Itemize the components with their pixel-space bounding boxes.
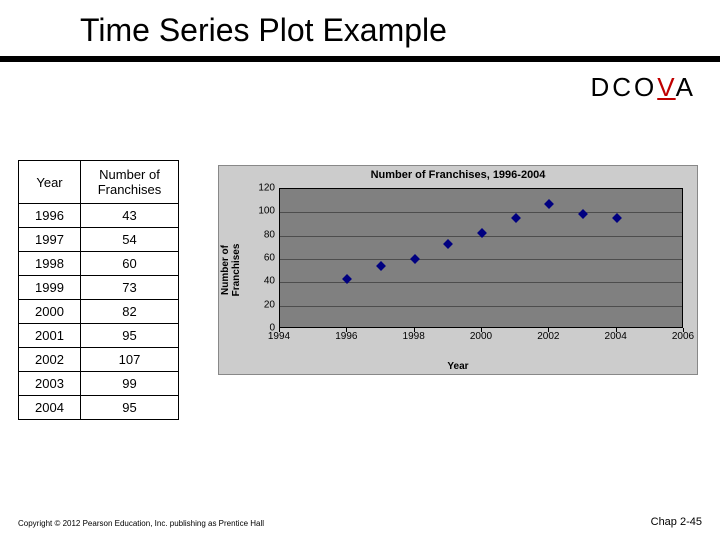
data-table: Year Number of Franchises 19964319975419… [18,160,179,420]
ytick-label: 80 [253,229,275,240]
ytick-label: 40 [253,276,275,287]
data-point [578,209,588,219]
ytick-label: 20 [253,299,275,310]
xtick-mark [616,328,617,332]
xtick-label: 1994 [268,331,290,342]
ytick-label: 100 [253,206,275,217]
col-year: Year [19,161,81,204]
data-point [376,261,386,271]
xtick-label: 2000 [470,331,492,342]
data-point [477,228,487,238]
table-cell: 1997 [19,228,81,252]
table-cell: 2004 [19,396,81,420]
gridline [280,306,682,307]
xtick-label: 1996 [335,331,357,342]
xtick-mark [346,328,347,332]
col-franchises: Number of Franchises [81,161,179,204]
table-cell: 73 [81,276,179,300]
table-row: 200399 [19,372,179,396]
table-cell: 107 [81,348,179,372]
table-row: 200495 [19,396,179,420]
table-cell: 2000 [19,300,81,324]
page-number: Chap 2-45 [651,516,702,528]
table-row: 199643 [19,204,179,228]
dcova-v: V [657,72,675,102]
table-cell: 82 [81,300,179,324]
table-cell: 95 [81,324,179,348]
table-cell: 95 [81,396,179,420]
xtick-label: 2004 [605,331,627,342]
table-cell: 1998 [19,252,81,276]
table-cell: 54 [81,228,179,252]
dcova-pre: DCO [590,72,657,102]
gridline [280,282,682,283]
ytick-label: 120 [253,183,275,194]
table-row: 200082 [19,300,179,324]
data-point [511,213,521,223]
copyright-text: Copyright © 2012 Pearson Education, Inc.… [18,519,264,528]
xtick-label: 2006 [672,331,694,342]
chart-ylabel: Number ofFranchises [220,220,242,320]
chart-container: Number of Franchises, 1996-2004 Number o… [218,165,698,375]
xtick-label: 1998 [403,331,425,342]
title-underline [0,56,720,62]
data-point [443,239,453,249]
table-cell: 2003 [19,372,81,396]
table-cell: 99 [81,372,179,396]
xtick-label: 2002 [537,331,559,342]
table-header-row: Year Number of Franchises [19,161,179,204]
gridline [280,212,682,213]
xtick-mark [481,328,482,332]
chart-title: Number of Franchises, 1996-2004 [219,169,697,181]
data-point [410,254,420,264]
xtick-mark [414,328,415,332]
ytick-label: 60 [253,253,275,264]
gridline [280,259,682,260]
slide-title: Time Series Plot Example [80,12,447,49]
table-cell: 2002 [19,348,81,372]
xtick-mark [548,328,549,332]
dcova-post: A [676,72,696,102]
chart-plot-area [279,188,683,328]
data-point [544,199,554,209]
table-row: 199860 [19,252,179,276]
dcova-label: DCOVA [590,72,696,103]
table-cell: 1999 [19,276,81,300]
table-row: 200195 [19,324,179,348]
table-cell: 2001 [19,324,81,348]
table-cell: 60 [81,252,179,276]
table-row: 199973 [19,276,179,300]
table-cell: 1996 [19,204,81,228]
xtick-mark [683,328,684,332]
chart-xlabel: Year [219,361,697,372]
table-row: 199754 [19,228,179,252]
data-point [612,213,622,223]
table-cell: 43 [81,204,179,228]
xtick-mark [279,328,280,332]
table-row: 2002107 [19,348,179,372]
